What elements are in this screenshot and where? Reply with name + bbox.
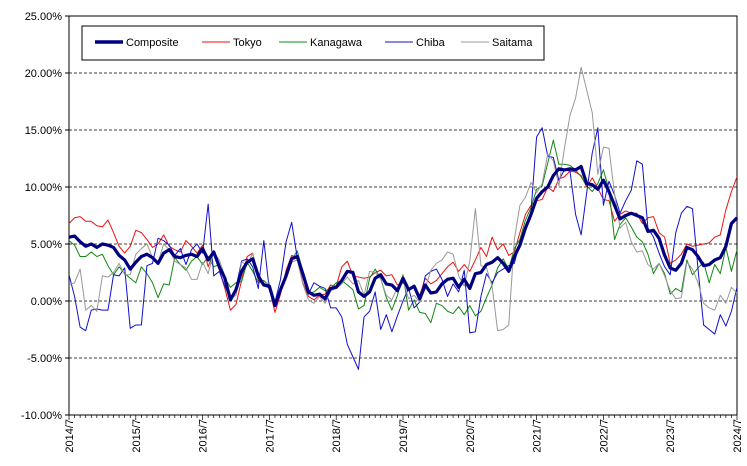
x-tick-label: 2020/7: [465, 419, 477, 453]
series-lines: [68, 66, 739, 370]
x-tick-label: 2022/7: [598, 419, 610, 453]
legend-label: Kanagawa: [310, 37, 363, 49]
y-tick-labels: 25.00% 20.00% 15.00% 10.00% 5.00% 0.00% -5.00%…: [21, 11, 62, 422]
legend-box: [81, 25, 545, 61]
series-line-tokyo: [68, 170, 738, 313]
x-tick-labels: 2014/7 2015/7 2016/7 2017/7 2018/7 2019/7 2020…: [64, 419, 744, 453]
x-tick-label: 2024/7: [732, 419, 744, 453]
y-tick-label: 5.00%: [31, 239, 62, 251]
x-tick-label: 2023/7: [665, 419, 677, 453]
x-tick-label: 2018/7: [331, 419, 343, 453]
series-line-composite: [68, 164, 739, 308]
series-line-chiba: [68, 127, 738, 370]
gridlines: [69, 72, 737, 359]
y-tick-label: 0.00%: [31, 296, 62, 308]
legend-label: Chiba: [416, 37, 446, 49]
legend-label: Tokyo: [233, 37, 262, 49]
legend-label: Saitama: [492, 37, 533, 49]
axes: [65, 15, 738, 420]
y-tick-label: 20.00%: [25, 68, 63, 80]
y-tick-label: 15.00%: [25, 125, 63, 137]
x-tick-label: 2015/7: [131, 419, 143, 453]
legend: Composite Tokyo Kanagawa Chiba Saitama: [81, 25, 545, 61]
x-tick-label: 2014/7: [64, 419, 76, 453]
y-tick-label: 25.00%: [25, 11, 63, 23]
x-tick-label: 2019/7: [398, 419, 410, 453]
x-tick-label: 2017/7: [264, 419, 276, 453]
y-tick-label: 10.00%: [25, 182, 63, 194]
y-tick-label: -10.00%: [21, 410, 62, 422]
legend-label: Composite: [126, 37, 179, 49]
y-tick-label: -5.00%: [27, 353, 62, 365]
x-tick-label: 2021/7: [532, 419, 544, 453]
x-tick-label: 2016/7: [198, 419, 210, 453]
